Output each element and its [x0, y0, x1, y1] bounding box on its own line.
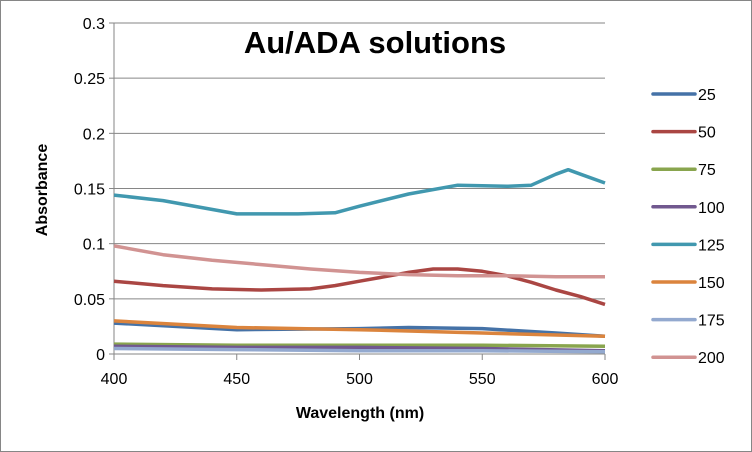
- series-line-50: [113, 267, 606, 307]
- legend-label: 50: [698, 125, 716, 142]
- legend-item-150: 150: [651, 275, 725, 292]
- y-tick-label: 0.25: [74, 71, 105, 88]
- x-tick-label: 600: [592, 371, 619, 388]
- series-line-200: [113, 244, 605, 279]
- legend-label: 200: [698, 350, 725, 367]
- y-tick-label: 0.2: [83, 126, 105, 143]
- legend-item-50: 50: [651, 125, 716, 142]
- legend-item-200: 200: [651, 350, 725, 367]
- y-axis-label: Absorbance: [34, 144, 51, 237]
- series-line-125: [113, 167, 606, 216]
- axes: 0 0.05 0.1 0.15 0.2 0.25 0.3 400 450 500 550 600: [74, 16, 619, 388]
- y-tick-label: 0.05: [74, 292, 105, 309]
- series-line-75: [113, 342, 606, 349]
- legend-item-175: 175: [651, 313, 725, 330]
- series-lines: [113, 167, 606, 354]
- legend-item-125: 125: [651, 237, 725, 254]
- y-tick-label: 0.1: [83, 237, 105, 254]
- x-tick-label: 500: [346, 371, 373, 388]
- y-tick-label: 0.3: [83, 16, 105, 33]
- series-line-175: [113, 346, 606, 354]
- x-tick-label: 550: [469, 371, 496, 388]
- legend-item-75: 75: [651, 162, 716, 179]
- legend: 25 50 75 100 125 150 175 200: [651, 87, 725, 367]
- y-tick-label: 0.15: [74, 182, 105, 199]
- legend-label: 100: [698, 200, 725, 217]
- legend-item-25: 25: [651, 87, 716, 104]
- series-line-100: [113, 344, 606, 353]
- series-line-25: [113, 321, 606, 339]
- gridlines: [114, 22, 605, 300]
- legend-label: 150: [698, 275, 725, 292]
- x-tick-label: 450: [223, 371, 250, 388]
- legend-label: 25: [698, 87, 716, 104]
- series-line-150: [113, 319, 606, 339]
- x-tick-label: 400: [101, 371, 128, 388]
- chart-title: Au/ADA solutions: [244, 25, 506, 60]
- legend-label: 175: [698, 313, 725, 330]
- legend-item-100: 100: [651, 200, 725, 217]
- y-tick-label: 0: [96, 347, 105, 364]
- x-axis-label: Wavelength (nm): [296, 405, 424, 422]
- legend-label: 75: [698, 162, 716, 179]
- legend-label: 125: [698, 237, 725, 254]
